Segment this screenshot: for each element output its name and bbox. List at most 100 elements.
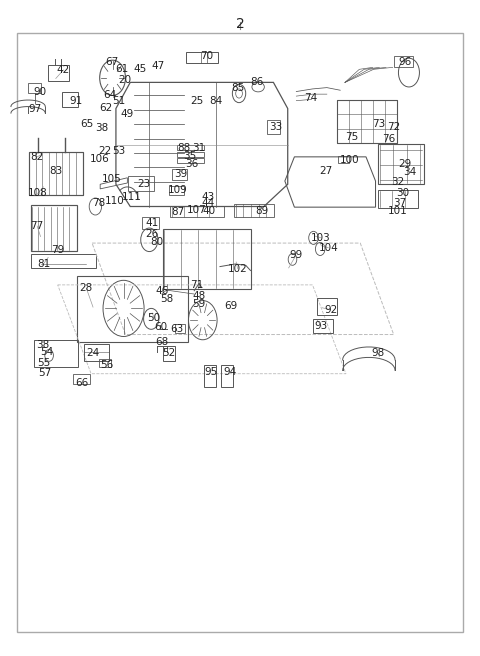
Text: 41: 41 [145,218,158,228]
Text: 101: 101 [388,206,408,216]
Bar [128,176,154,191]
Bar [28,83,41,94]
Text: 90: 90 [33,87,46,96]
Bar [31,205,77,251]
Text: 86: 86 [251,77,264,87]
Text: 111: 111 [122,192,142,201]
Bar [175,324,185,333]
Bar [177,158,204,163]
Text: 104: 104 [318,243,338,253]
Bar [48,66,69,81]
Text: 76: 76 [382,134,396,144]
Bar [312,319,333,333]
Text: 108: 108 [28,188,48,198]
Text: 52: 52 [162,348,175,358]
Bar [142,217,159,229]
Bar [394,56,413,67]
Text: 87: 87 [171,207,185,217]
Text: 47: 47 [151,61,165,71]
Text: 44: 44 [202,198,215,208]
Text: 73: 73 [372,119,385,129]
Text: 46: 46 [155,286,168,296]
Bar [170,206,224,217]
Text: 91: 91 [69,96,83,106]
Text: 96: 96 [398,57,411,67]
Text: 32: 32 [391,177,404,188]
Text: 68: 68 [155,337,168,347]
Bar [77,276,189,342]
Bar [177,152,204,157]
Bar [221,365,233,387]
Bar [177,145,204,150]
Text: 45: 45 [133,64,146,73]
Text: 93: 93 [314,321,328,331]
Text: 97: 97 [28,104,41,113]
Text: 51: 51 [112,96,125,106]
Text: 107: 107 [187,205,207,215]
Bar [378,144,424,184]
Text: 94: 94 [224,367,237,377]
Bar [29,152,83,195]
Bar [172,169,187,180]
Text: 49: 49 [121,110,134,119]
Text: 80: 80 [150,237,163,247]
Text: 63: 63 [170,323,184,334]
Text: 110: 110 [105,195,124,205]
Text: 24: 24 [86,348,100,358]
Text: 23: 23 [137,178,150,189]
Text: 66: 66 [75,378,88,388]
Text: 100: 100 [340,155,360,165]
Text: 36: 36 [186,159,199,169]
Text: 81: 81 [37,259,50,269]
Text: 34: 34 [403,167,416,177]
Text: 42: 42 [57,65,70,75]
Text: 56: 56 [100,360,113,370]
Bar [338,155,349,163]
Text: 39: 39 [174,169,187,180]
Text: 28: 28 [80,283,93,293]
Text: 22: 22 [98,146,111,156]
Text: 43: 43 [202,192,215,201]
Text: 55: 55 [37,358,50,368]
Text: 71: 71 [191,280,204,290]
Text: 62: 62 [99,103,112,113]
Text: 79: 79 [51,245,64,255]
Bar [317,298,337,315]
Bar [73,374,90,384]
Text: 105: 105 [102,174,122,184]
Text: 60: 60 [155,322,168,333]
Text: 58: 58 [160,295,173,304]
Text: 67: 67 [106,57,119,67]
Text: 40: 40 [202,206,215,216]
Text: 70: 70 [200,51,213,60]
Bar [31,253,96,268]
Text: 35: 35 [183,151,196,161]
Text: 102: 102 [228,264,248,274]
Text: 25: 25 [191,96,204,106]
Text: 92: 92 [324,304,337,315]
Text: 72: 72 [387,123,400,133]
Text: 82: 82 [31,152,44,162]
Bar [378,190,418,209]
Text: 64: 64 [104,90,117,100]
Bar [34,340,78,367]
Text: 61: 61 [115,64,128,73]
Bar [337,100,397,143]
Text: 48: 48 [192,291,205,301]
Text: 65: 65 [81,119,94,129]
Bar [163,346,175,361]
Bar [186,52,217,63]
Text: 59: 59 [192,299,205,309]
Text: 99: 99 [289,251,302,260]
Text: 88: 88 [178,143,191,153]
Text: 27: 27 [319,165,333,176]
Text: 89: 89 [255,206,268,216]
Bar [84,344,109,361]
Text: 95: 95 [205,367,218,377]
Text: 54: 54 [40,347,53,357]
Text: 33: 33 [270,123,283,133]
Bar [234,204,275,217]
Text: 85: 85 [231,83,245,93]
Bar [61,92,78,106]
Text: 69: 69 [224,302,237,312]
